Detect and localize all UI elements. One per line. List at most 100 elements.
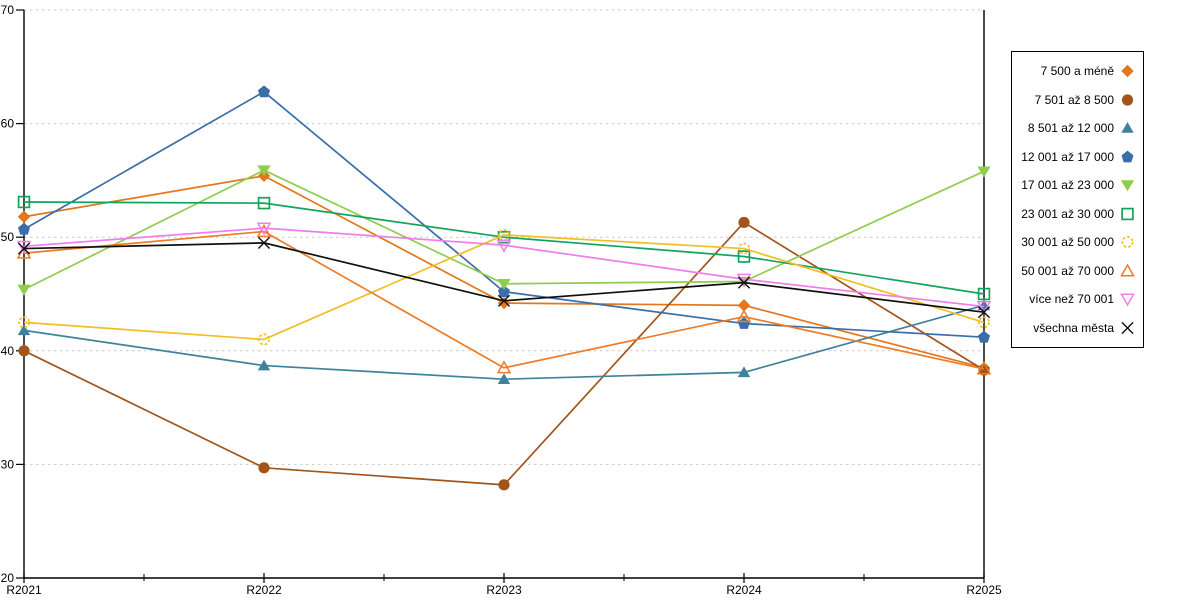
data-point-marker-x-cross [737,276,751,289]
data-point-marker-triangle-up-open [256,223,272,238]
data-point-marker-triangle-down-solid [497,278,511,290]
legend-marker-triangle-down-open [1120,293,1135,307]
series-1 [18,216,990,491]
data-point-marker-x-cross [497,294,511,307]
data-point-marker-circle-open-dashed [18,316,30,329]
data-point-marker-circle-solid [498,479,510,491]
series-9 [17,236,991,319]
series-4 [17,165,991,296]
legend-marker-circle-solid [1121,94,1134,106]
data-point-marker-triangle-down-solid [977,166,991,178]
x-tick-label: R2023 [486,583,522,597]
data-point-marker-triangle-down-open [976,300,992,315]
y-tick-label: 70 [1,3,15,17]
data-point-marker-triangle-down-solid [17,284,31,296]
data-point-marker-square-open [1121,207,1134,221]
data-point-marker-circle-solid [18,345,30,357]
legend-item-label: více než 70 001 [1029,292,1114,307]
data-point-marker-triangle-up-solid [497,373,511,384]
data-point-marker-triangle-up-open [1120,263,1135,277]
y-tick-label: 40 [1,344,15,358]
series-line [23,234,985,341]
legend-item-label: 30 001 až 50 000 [1021,235,1114,250]
data-point-marker-x-cross [977,306,991,319]
data-point-marker-pentagon-solid [18,222,30,235]
data-point-marker-triangle-up-solid [737,366,751,378]
legend-item-label: 17 001 až 23 000 [1021,178,1114,193]
data-point-marker-pentagon-solid [258,85,270,98]
legend-item-label: 7 501 až 8 500 [1034,92,1114,107]
data-point-marker-pentagon-solid [1121,150,1134,163]
legend-item-label: 50 001 až 70 000 [1021,263,1114,278]
data-point-marker-triangle-up-solid [1121,122,1134,134]
series-line [23,227,985,308]
legend-marker-triangle-down-solid [1120,180,1135,192]
series-2 [17,299,991,384]
data-point-marker-diamond-solid [497,296,511,310]
data-point-marker-circle-solid [738,216,750,229]
data-point-marker-triangle-up-open [736,309,752,323]
series-line [23,230,985,370]
y-tick-label: 20 [1,571,15,585]
legend-item: 30 001 až 50 000 [1012,234,1143,250]
legend-item-label: všechna města [1033,320,1114,335]
data-point-marker-circle-open-dashed [498,228,510,241]
chart-legend: 7 500 a méně 7 501 až 8 500 8 501 až 12 00… [1011,51,1144,348]
x-tick-label: R2022 [246,583,282,597]
data-point-marker-circle-open-dashed [258,333,270,346]
data-point-marker-x-cross [17,242,31,255]
legend-item: více než 70 001 [1012,291,1143,307]
legend-item-label: 12 001 až 17 000 [1021,149,1114,164]
data-point-marker-diamond-solid [1121,65,1134,78]
data-point-marker-x-cross [1121,321,1134,334]
data-point-marker-triangle-up-open [976,361,992,375]
series-8 [16,222,992,315]
data-point-marker-circle-open-dashed [978,316,990,329]
legend-marker-square-open [1121,207,1134,221]
data-point-marker-triangle-down-open [1120,293,1135,307]
data-point-marker-triangle-down-open [16,240,32,254]
data-point-marker-triangle-up-solid [257,359,271,371]
legend-item: 7 501 až 8 500 [1012,92,1143,108]
legend-item-label: 7 500 a méně [1040,64,1114,79]
legend-marker-diamond-solid [1121,65,1134,78]
series-6 [18,228,990,346]
series-3 [18,85,990,343]
data-point-marker-circle-open-dashed [1121,236,1134,249]
y-tick-label: 50 [1,230,15,244]
legend-item: 7 500 a méně [1012,63,1143,79]
x-tick-label: R2024 [726,583,762,597]
legend-marker-x-cross [1121,321,1134,334]
y-tick-label: 60 [1,117,15,131]
legend-item: 8 501 až 12 000 [1012,120,1143,136]
data-point-marker-square-open [977,287,991,301]
data-point-marker-triangle-down-solid [257,165,271,177]
data-point-marker-triangle-up-open [496,360,512,374]
data-point-marker-pentagon-solid [498,285,510,298]
data-point-marker-triangle-down-solid [1120,180,1135,192]
data-point-marker-triangle-down-open [496,239,512,253]
legend-item: všechna města [1012,320,1143,336]
legend-item-label: 23 001 až 30 000 [1021,206,1114,221]
legend-item: 17 001 až 23 000 [1012,177,1143,193]
legend-marker-triangle-up-open [1120,263,1135,277]
x-tick-label: R2021 [6,583,42,597]
y-tick-label: 30 [1,457,15,471]
legend-marker-pentagon-solid [1121,150,1134,163]
data-point-marker-circle-open-dashed [738,242,750,255]
data-point-marker-square-open [17,195,31,209]
data-point-marker-diamond-solid [17,210,31,223]
data-point-marker-circle-solid [258,462,270,474]
legend-item: 50 001 až 70 000 [1012,263,1143,279]
data-point-marker-pentagon-solid [978,330,990,343]
legend-item-label: 8 501 až 12 000 [1027,121,1114,136]
legend-marker-circle-open-dashed [1121,236,1134,249]
data-point-marker-square-open [737,250,751,263]
series-line [23,221,985,486]
data-point-marker-triangle-up-solid [17,324,31,336]
legend-marker-triangle-up-solid [1121,122,1134,134]
legend-item: 12 001 až 17 000 [1012,149,1143,165]
data-point-marker-square-open [257,196,271,210]
data-point-marker-circle-solid [1121,94,1134,106]
